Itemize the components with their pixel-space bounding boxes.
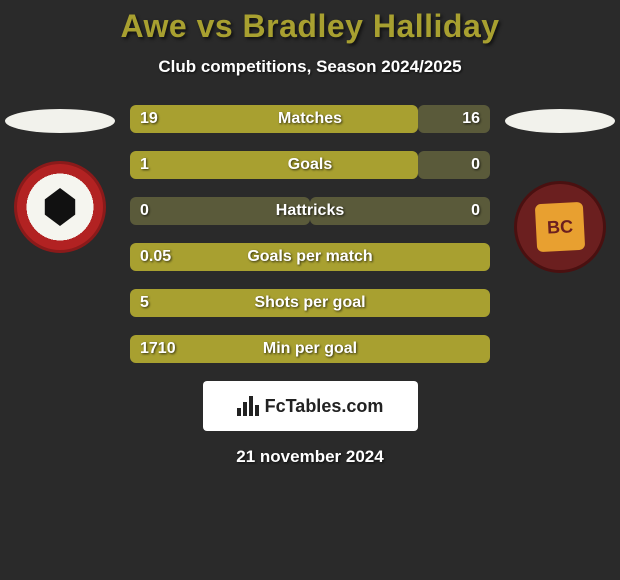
stat-row: 5 Shots per goal — [130, 289, 490, 317]
left-player-column — [0, 105, 120, 253]
page-title: Awe vs Bradley Halliday — [0, 8, 620, 45]
stat-value-left: 0.05 — [140, 248, 171, 266]
stat-value-left: 5 — [140, 294, 149, 312]
stat-value-right: 0 — [471, 156, 480, 174]
stat-label: Goals per match — [247, 248, 372, 266]
watermark: FcTables.com — [203, 381, 418, 431]
watermark-text: FcTables.com — [265, 396, 384, 417]
stat-bar-left — [130, 105, 418, 133]
stat-value-left: 1 — [140, 156, 149, 174]
stat-row: 1710 Min per goal — [130, 335, 490, 363]
right-club-badge: BC — [514, 181, 606, 273]
stat-bar-left — [130, 151, 418, 179]
stat-label: Goals — [288, 156, 332, 174]
bars-icon — [237, 396, 259, 416]
left-player-ellipse — [5, 109, 115, 133]
stat-label: Matches — [278, 110, 342, 128]
stat-row: 1 0 Goals — [130, 151, 490, 179]
stat-label: Hattricks — [276, 202, 344, 220]
right-player-ellipse — [505, 109, 615, 133]
main-area: 19 16 Matches 1 0 Goals 0 0 Hattricks 0.05 Goals p… — [0, 105, 620, 363]
right-club-badge-inner: BC — [535, 202, 585, 252]
stat-value-left: 0 — [140, 202, 149, 220]
right-player-column: BC — [500, 105, 620, 273]
stat-value-right: 0 — [471, 202, 480, 220]
stat-value-right: 16 — [462, 110, 480, 128]
stat-row: 0 0 Hattricks — [130, 197, 490, 225]
stat-value-left: 1710 — [140, 340, 176, 358]
subtitle: Club competitions, Season 2024/2025 — [0, 57, 620, 77]
comparison-infographic: Awe vs Bradley Halliday Club competition… — [0, 0, 620, 467]
stat-label: Shots per goal — [254, 294, 365, 312]
stats-column: 19 16 Matches 1 0 Goals 0 0 Hattricks 0.05 Goals p… — [130, 105, 490, 363]
stat-row: 0.05 Goals per match — [130, 243, 490, 271]
left-club-badge — [14, 161, 106, 253]
stat-label: Min per goal — [263, 340, 357, 358]
stat-row: 19 16 Matches — [130, 105, 490, 133]
date-label: 21 november 2024 — [0, 447, 620, 467]
stat-value-left: 19 — [140, 110, 158, 128]
